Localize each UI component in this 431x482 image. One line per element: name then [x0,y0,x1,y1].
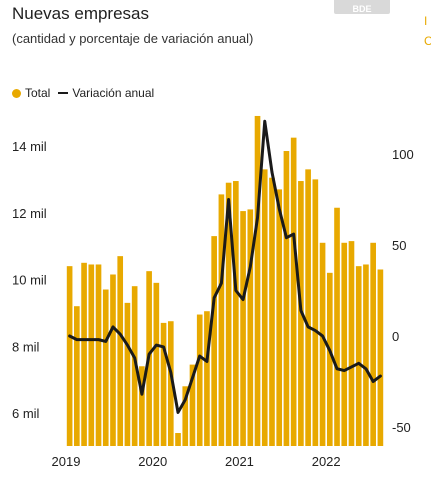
bar-total [175,433,181,446]
bar-total [269,177,275,446]
chart-legend: Total Variación anual [12,86,162,100]
bar-total [124,302,131,446]
bar-total [355,266,362,446]
bar-total [218,194,225,446]
bar-total [211,236,217,446]
bar-total [204,311,210,446]
bar-total [276,189,283,446]
source-logo-badge: BDE [334,0,390,14]
y-left-tick-label: 6 mil [12,406,40,421]
bar-total [182,386,189,446]
bar-total [334,207,340,446]
y-left-tick-label: 14 mil [12,139,47,154]
bar-total [370,242,376,446]
y-left-tick-label: 8 mil [12,339,40,354]
bar-total [160,322,167,446]
bar-total [348,241,355,446]
bar-total [88,264,95,446]
bar-total [117,256,124,446]
bar-total [225,182,232,446]
bar-total [95,264,102,446]
bar-total [341,242,348,446]
legend-swatch-total [12,88,21,98]
bar-total [261,169,268,447]
legend-label-variacion: Variación anual [72,86,155,100]
bar-total [66,266,73,446]
bar-total [283,151,290,446]
x-tick-label: 2020 [138,454,167,469]
bar-total [74,306,80,446]
legend-swatch-variacion [58,92,69,94]
x-tick-label: 2019 [52,454,81,469]
y-right-tick-label: 100 [392,147,414,162]
bar-total [139,366,145,446]
legend-label-total: Total [25,86,51,100]
y-left-tick-label: 10 mil [12,273,47,288]
bar-total [81,262,87,446]
bar-total [290,137,297,446]
bar-total [153,282,160,446]
legend-item-total[interactable]: Total [12,86,50,100]
cropped-edge-glyph: I [424,14,428,28]
bar-total [247,209,254,446]
bar-total [305,169,311,447]
bar-total [254,115,261,447]
y-left-tick-label: 12 mil [12,206,47,221]
chart-subtitle: (cantidad y porcentaje de variación anua… [12,31,254,46]
bar-total [319,242,326,446]
bar-total [377,269,384,446]
y-right-tick-label: 0 [392,329,399,344]
y-right-tick-label: 50 [392,238,406,253]
chart-title: Nuevas empresas [12,4,150,23]
y-right-tick-label: -50 [392,420,411,435]
bar-total [363,264,369,446]
bar-total [167,321,174,446]
legend-item-variacion[interactable]: Variación anual [58,86,154,100]
cropped-edge-glyph: C [424,34,431,48]
line-variacion-anual [68,119,382,414]
bar-total [189,364,196,446]
bar-total [102,289,109,446]
bar-total [233,181,239,447]
bar-total [196,314,203,446]
bar-total [240,211,246,446]
x-tick-label: 2021 [225,454,254,469]
bar-total [326,272,333,446]
x-tick-label: 2022 [312,454,341,469]
bar-total [312,179,319,447]
bar-total [110,274,116,446]
bar-total [131,286,138,446]
